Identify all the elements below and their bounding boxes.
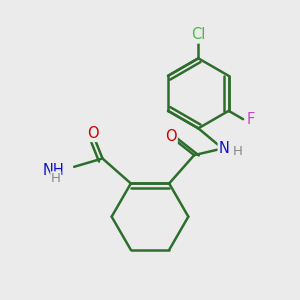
Text: NH: NH (42, 163, 64, 178)
Text: O: O (165, 129, 177, 144)
Text: H: H (51, 172, 61, 185)
Text: F: F (246, 112, 254, 127)
Text: H: H (232, 145, 242, 158)
Text: N: N (219, 141, 230, 156)
Text: Cl: Cl (191, 28, 206, 43)
Text: O: O (87, 126, 98, 141)
